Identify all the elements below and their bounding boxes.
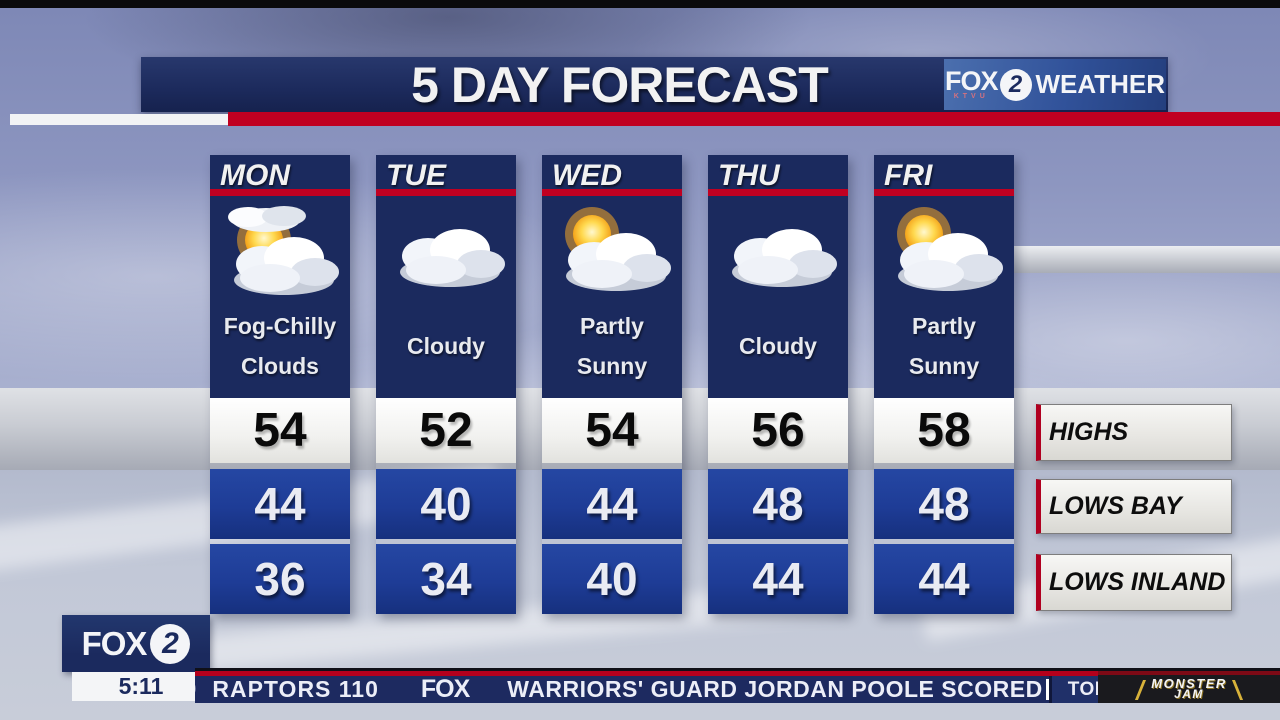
fox-network-logo: FOX	[420, 676, 470, 703]
condition-label: Cloudy	[739, 333, 817, 359]
low-inland-temp: 40	[542, 544, 682, 614]
channel-2-icon: 2	[150, 623, 191, 664]
high-temp: 58	[874, 398, 1014, 463]
sponsor-panel: MONSTER JAM	[1098, 671, 1280, 703]
station-bug: FOX 2 5:11	[62, 615, 210, 701]
day-label: TUE	[386, 158, 446, 192]
condition-label: Partly Sunny	[908, 313, 980, 379]
fox-logo-text: FOX	[81, 624, 148, 662]
clock: 5:11	[72, 672, 210, 701]
low-bay-temp: 44	[542, 469, 682, 539]
condition-label: Cloudy	[407, 333, 485, 359]
low-bay-temp: 44	[210, 469, 350, 539]
day-header: WED	[542, 155, 682, 196]
top-stories-label: TOP STORIES	[1048, 676, 1098, 703]
high-temp: 54	[210, 398, 350, 463]
weather-logo-text: WEATHER	[1035, 69, 1166, 99]
partly-sunny-icon	[897, 207, 1003, 291]
legend-highs: HIGHS	[1036, 404, 1232, 461]
day-label: FRI	[884, 158, 933, 192]
low-inland-temp: 34	[376, 544, 516, 614]
header-banner: 5 DAY FORECAST FOX KTVU 2 WEATHER	[141, 56, 1168, 113]
news-ticker: 0 RAPTORS 110 FOX WARRIORS' GUARD JORDAN…	[195, 676, 1098, 703]
letterbox-bar	[0, 0, 1280, 8]
low-inland-temp: 44	[874, 544, 1014, 614]
low-inland-temp: 44	[708, 544, 848, 614]
cloudy-icon	[732, 229, 837, 287]
day-header: FRI	[874, 155, 1014, 196]
fox2-weather-logo: FOX KTVU 2 WEATHER	[944, 59, 1166, 110]
ticker-top-line	[195, 668, 1280, 671]
header-red-bar	[228, 112, 1280, 126]
low-bay-temp: 48	[874, 469, 1014, 539]
studio-beam	[1000, 246, 1280, 273]
cloudy-icon	[400, 229, 505, 287]
high-temp: 56	[708, 398, 848, 463]
fox-logo: FOX KTVU	[944, 66, 999, 101]
condition-panel: Partly Sunny	[874, 196, 1014, 398]
ticker-red-stripe	[195, 671, 1280, 676]
day-header: TUE	[376, 155, 516, 196]
ticker-headline: WARRIORS' GUARD JORDAN POOLE SCORED	[507, 676, 1043, 702]
condition-panel: Cloudy	[708, 196, 848, 398]
channel-2-icon: 2	[999, 68, 1032, 101]
ticker-score: RAPTORS 110	[212, 676, 379, 702]
high-temp: 54	[542, 398, 682, 463]
day-header: THU	[708, 155, 848, 196]
legend-lows-bay: LOWS BAY	[1036, 479, 1232, 534]
condition-label: Partly Sunny	[576, 313, 648, 379]
day-label: WED	[552, 158, 622, 192]
forecast-column-mon: MON Fog-Chilly Clouds 54 44 36	[210, 155, 350, 614]
forecast-column-thu: THU Cloudy 56 48 44	[708, 155, 848, 614]
ticker-cursor	[1045, 679, 1049, 700]
ktvu-text: KTVU	[953, 93, 989, 100]
sun-behind-clouds-icon	[228, 206, 339, 295]
fox-logo-text: FOX	[944, 66, 999, 96]
high-temp: 52	[376, 398, 516, 463]
ticker-partial-score: 0	[195, 676, 196, 703]
fox2-bug-logo: FOX 2	[62, 615, 210, 672]
monster-jam-logo: MONSTER JAM	[1151, 676, 1227, 701]
forecast-column-tue: TUE Cloudy 52 40 34	[376, 155, 516, 614]
low-bay-temp: 40	[376, 469, 516, 539]
day-label: MON	[220, 158, 290, 192]
day-label: THU	[718, 158, 780, 192]
low-inland-temp: 36	[210, 544, 350, 614]
condition-label: Fog-Chilly Clouds	[223, 313, 337, 379]
page-title: 5 DAY FORECAST	[411, 56, 829, 113]
forecast-column-fri: FRI Partly Sunny 58 48 44	[874, 155, 1014, 614]
condition-panel: Partly Sunny	[542, 196, 682, 398]
condition-panel: Cloudy	[376, 196, 516, 398]
day-header: MON	[210, 155, 350, 196]
header-white-bar	[10, 114, 228, 125]
condition-panel: Fog-Chilly Clouds	[210, 196, 350, 398]
forecast-column-wed: WED Partly Sunny 54 44 40	[542, 155, 682, 614]
legend-lows-inland: LOWS INLAND	[1036, 554, 1232, 611]
low-bay-temp: 48	[708, 469, 848, 539]
partly-sunny-icon	[565, 207, 671, 291]
